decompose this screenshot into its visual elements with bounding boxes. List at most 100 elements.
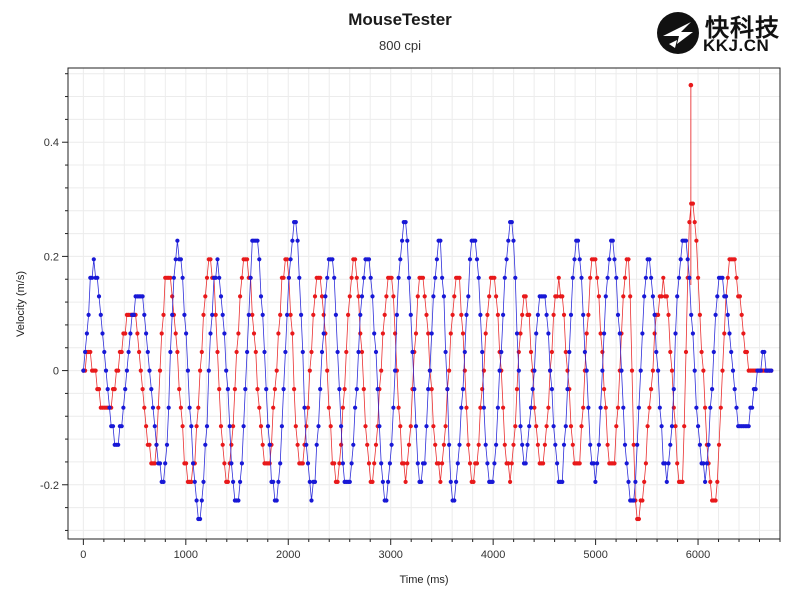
data-point-y <box>323 294 328 299</box>
data-point-x <box>459 312 464 317</box>
data-point-y <box>123 387 128 392</box>
data-point-y <box>622 442 628 447</box>
data-point-x <box>311 312 316 317</box>
data-point-x <box>546 405 551 410</box>
data-point-y <box>656 368 661 373</box>
data-point-y <box>694 405 699 410</box>
data-point-y <box>384 498 389 503</box>
data-point-x <box>534 424 539 429</box>
data-point-y <box>116 442 121 447</box>
data-point-y <box>95 275 100 280</box>
data-point-y <box>570 275 575 280</box>
data-point-y <box>198 516 203 522</box>
data-point-x <box>156 405 161 410</box>
data-point-y <box>584 368 589 373</box>
data-point-y <box>462 349 467 355</box>
data-point-y <box>140 294 145 299</box>
data-point-x <box>628 294 633 299</box>
data-point-y <box>333 312 338 317</box>
data-point-y <box>372 331 377 336</box>
data-point-y <box>657 405 662 410</box>
data-point-y <box>213 275 218 280</box>
data-point-y <box>563 424 568 429</box>
data-point-x <box>326 405 331 410</box>
data-point-x <box>96 387 102 392</box>
data-point-x <box>513 424 518 429</box>
data-point-y <box>542 294 548 299</box>
x-tick-label: 2000 <box>276 549 300 561</box>
data-point-x <box>319 294 325 299</box>
data-point-x <box>642 479 647 484</box>
data-point-x <box>180 424 185 429</box>
data-point-y <box>511 238 516 243</box>
data-point-x <box>201 312 206 317</box>
data-point-x <box>285 257 290 262</box>
data-point-y <box>339 424 344 429</box>
data-point-x <box>140 387 145 392</box>
data-point-x <box>478 405 483 410</box>
data-point-x <box>116 368 121 373</box>
data-point-x <box>337 461 342 466</box>
data-point-y <box>422 461 427 466</box>
data-point-x <box>142 405 147 410</box>
data-point-y <box>433 275 438 280</box>
data-point-y <box>203 442 208 447</box>
data-point-y <box>353 405 358 410</box>
data-point-y <box>605 275 610 280</box>
data-point-x <box>398 424 403 429</box>
data-point-y <box>394 312 399 317</box>
data-point-y <box>567 349 572 355</box>
data-point-y <box>379 461 384 466</box>
data-point-x <box>389 275 394 280</box>
data-point-y <box>192 479 197 484</box>
data-point-x <box>159 331 164 336</box>
data-point-y <box>406 275 412 280</box>
data-point-y <box>455 461 460 466</box>
data-point-x <box>199 349 204 355</box>
data-point-y <box>593 479 598 484</box>
series-line-y <box>83 221 772 520</box>
data-point-x <box>426 331 431 336</box>
data-point-y <box>157 461 163 466</box>
x-tick-label: 6000 <box>686 549 710 561</box>
data-point-y <box>419 479 424 484</box>
data-point-y <box>544 312 549 317</box>
data-point-x <box>555 294 560 299</box>
data-point-y <box>319 349 325 355</box>
data-point-y <box>426 387 431 392</box>
data-point-y <box>762 349 767 355</box>
plot-frame <box>67 67 781 540</box>
data-point-y <box>750 405 755 410</box>
data-point-x <box>464 405 469 410</box>
data-point-x <box>603 405 608 410</box>
data-point-y <box>147 368 152 373</box>
data-point-y <box>258 294 264 299</box>
data-point-y <box>208 331 213 336</box>
data-point-x <box>656 312 661 317</box>
data-point-y <box>448 479 453 484</box>
data-point-x <box>643 461 649 466</box>
data-point-y <box>457 442 462 447</box>
data-point-x <box>208 257 213 262</box>
data-point-y <box>434 257 439 262</box>
data-point-y <box>405 238 410 243</box>
data-point-x <box>514 387 520 392</box>
data-point-y <box>262 349 267 355</box>
data-point-x <box>612 461 617 466</box>
data-point-y <box>105 387 110 392</box>
data-point-x <box>588 275 593 280</box>
data-point-y <box>283 349 288 355</box>
data-point-y <box>182 312 187 317</box>
data-point-x <box>701 368 706 373</box>
data-point-x <box>157 368 163 373</box>
data-point-y <box>602 331 607 336</box>
data-point-x <box>276 331 281 336</box>
data-point-y <box>501 312 506 317</box>
data-point-x <box>652 331 657 336</box>
data-point-y <box>276 479 281 484</box>
data-point-x <box>112 387 117 392</box>
data-point-x <box>365 442 370 447</box>
data-point-y <box>171 275 176 280</box>
data-point-y <box>671 387 676 392</box>
data-point-y <box>81 368 86 373</box>
